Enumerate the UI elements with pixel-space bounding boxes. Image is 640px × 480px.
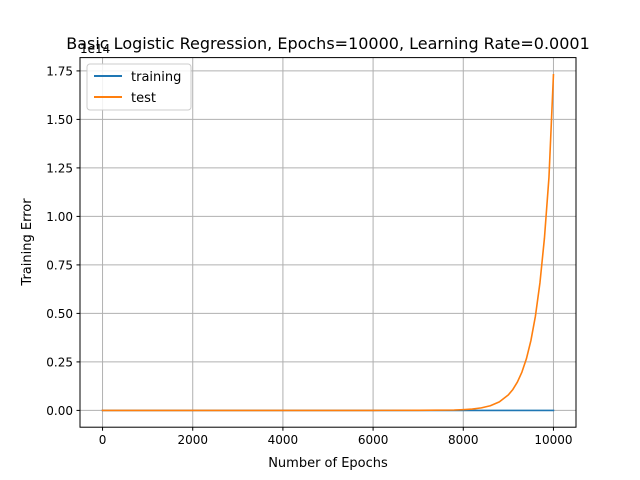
x-tick-label: 10000 — [534, 433, 572, 447]
y-tick-label: 1.00 — [46, 210, 73, 224]
series-line-test — [101, 73, 555, 412]
chart-title: Basic Logistic Regression, Epochs=10000,… — [66, 34, 590, 53]
axes-frame — [79, 57, 577, 428]
x-tick-label: 6000 — [358, 433, 389, 447]
x-tick-label: 0 — [99, 433, 107, 447]
x-tick-label: 2000 — [177, 433, 208, 447]
plot-area — [101, 73, 555, 412]
y-tick-label: 0.50 — [46, 307, 73, 321]
y-offset-label: 1e14 — [80, 42, 110, 56]
y-tick-label: 0.25 — [46, 355, 73, 369]
legend-label-training: training — [131, 70, 181, 85]
y-axis-label: Training Error — [20, 198, 35, 287]
y-tick-label: 0.75 — [46, 258, 73, 272]
y-tick-label: 1.75 — [46, 64, 73, 78]
x-tick-label: 4000 — [268, 433, 299, 447]
y-axis: 0.00 0.25 0.50 0.75 1.00 1.25 1.50 1.75 — [46, 64, 80, 418]
y-tick-label: 1.25 — [46, 161, 73, 175]
y-tick-label: 0.00 — [46, 404, 73, 418]
legend-label-test: test — [131, 91, 156, 106]
legend: training test — [86, 63, 192, 111]
x-axis: 0 2000 4000 6000 8000 10000 — [99, 427, 573, 447]
y-tick-label: 1.50 — [46, 113, 73, 127]
x-axis-label: Number of Epochs — [268, 456, 388, 471]
grid — [80, 57, 576, 428]
x-tick-label: 8000 — [448, 433, 479, 447]
